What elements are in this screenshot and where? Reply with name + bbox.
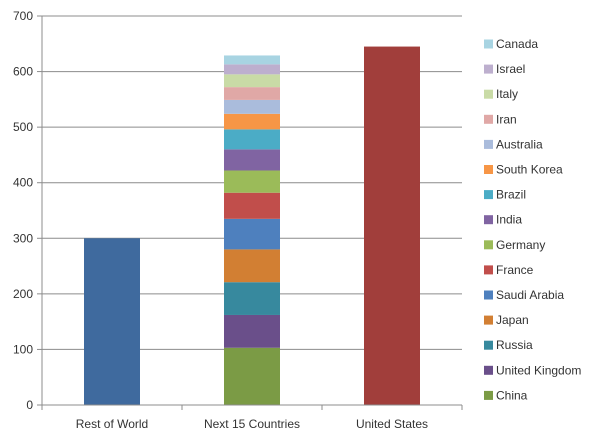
legend-label: Saudi Arabia: [496, 288, 564, 302]
legend-label: France: [496, 263, 534, 277]
bar-segment-south-korea: [224, 113, 280, 130]
legend-swatch: [484, 39, 493, 49]
bar-segment-iran: [224, 87, 280, 100]
bar-segment-israel: [224, 64, 280, 75]
legend-label: Australia: [496, 137, 543, 151]
legend-item: China: [484, 388, 528, 402]
bar-segment-germany: [224, 170, 280, 193]
x-tick-label: United States: [356, 417, 428, 431]
bar-segment-india: [224, 149, 280, 171]
bar-segment-japan: [224, 249, 280, 283]
y-tick-label: 500: [13, 120, 33, 134]
legend-label: Italy: [496, 87, 518, 101]
legend-label: United Kingdom: [496, 363, 581, 377]
legend-swatch: [484, 190, 493, 200]
legend-swatch: [484, 390, 493, 400]
legend-swatch: [484, 265, 493, 275]
legend-swatch: [484, 114, 493, 124]
legend-item: Saudi Arabia: [484, 288, 564, 302]
bars: [84, 46, 420, 406]
legend-label: India: [496, 213, 522, 227]
y-tick-label: 600: [13, 65, 33, 79]
legend-item: India: [484, 213, 522, 227]
bar-united-states: [364, 46, 420, 406]
bar-segment-france: [224, 192, 280, 219]
legend-swatch: [484, 165, 493, 174]
legend-swatch: [484, 365, 493, 375]
x-tick-labels: Rest of World Next 15 Countries United Sta…: [76, 417, 428, 431]
axes: [37, 15, 463, 410]
legend-item: Iran: [484, 112, 517, 126]
legend-label: Japan: [496, 313, 529, 327]
legend-item: Germany: [484, 238, 545, 252]
legend-item: Israel: [484, 62, 525, 76]
x-tick-label: Rest of World: [76, 417, 148, 431]
bar-segment-saudi-arabia: [224, 218, 280, 250]
y-tick-label: 200: [13, 287, 33, 301]
legend-item: Canada: [484, 37, 538, 51]
legend-label: Israel: [496, 62, 525, 76]
legend-swatch: [484, 89, 493, 99]
legend-swatch: [484, 340, 493, 350]
y-tick-label: 700: [13, 9, 33, 23]
bar-segment-brazil: [224, 129, 280, 150]
legend-label: Germany: [496, 238, 545, 252]
legend-label: Brazil: [496, 188, 526, 202]
legend-label: Russia: [496, 338, 533, 352]
x-tick-label: Next 15 Countries: [204, 417, 300, 431]
legend-label: Canada: [496, 37, 538, 51]
legend-item: Brazil: [484, 188, 526, 202]
legend-label: China: [496, 388, 528, 402]
legend-item: United Kingdom: [484, 363, 581, 377]
legend-swatch: [484, 290, 493, 300]
legend-label: Iran: [496, 112, 517, 126]
legend-item: Australia: [484, 137, 543, 151]
bar-segment-canada: [224, 55, 280, 65]
legend-label: South Korea: [496, 163, 563, 177]
y-tick-label: 300: [13, 231, 33, 245]
y-tick-label: 400: [13, 176, 33, 190]
legend: Canada Israel Italy Iran Australia South Kore…: [484, 37, 581, 402]
y-tick-labels: 0 100 200 300 400 500 600 700: [13, 9, 33, 412]
legend-item: Russia: [484, 338, 533, 352]
legend-item: South Korea: [484, 163, 563, 177]
legend-item: France: [484, 263, 534, 277]
legend-swatch: [484, 64, 493, 74]
legend-swatch: [484, 240, 493, 250]
legend-swatch: [484, 215, 493, 225]
legend-swatch: [484, 315, 493, 325]
bar-segment-russia: [224, 282, 280, 315]
legend-swatch: [484, 139, 493, 149]
bar-segment-australia: [224, 99, 280, 114]
bar-rest-of-world: [84, 238, 140, 405]
bar-segment-china: [224, 347, 280, 405]
legend-item: Japan: [484, 313, 529, 327]
y-tick-label: 100: [13, 342, 33, 356]
bar-segment-united-kingdom: [224, 314, 280, 348]
y-tick-label: 0: [26, 398, 33, 412]
legend-item: Italy: [484, 87, 518, 101]
bar-segment-italy: [224, 74, 280, 88]
